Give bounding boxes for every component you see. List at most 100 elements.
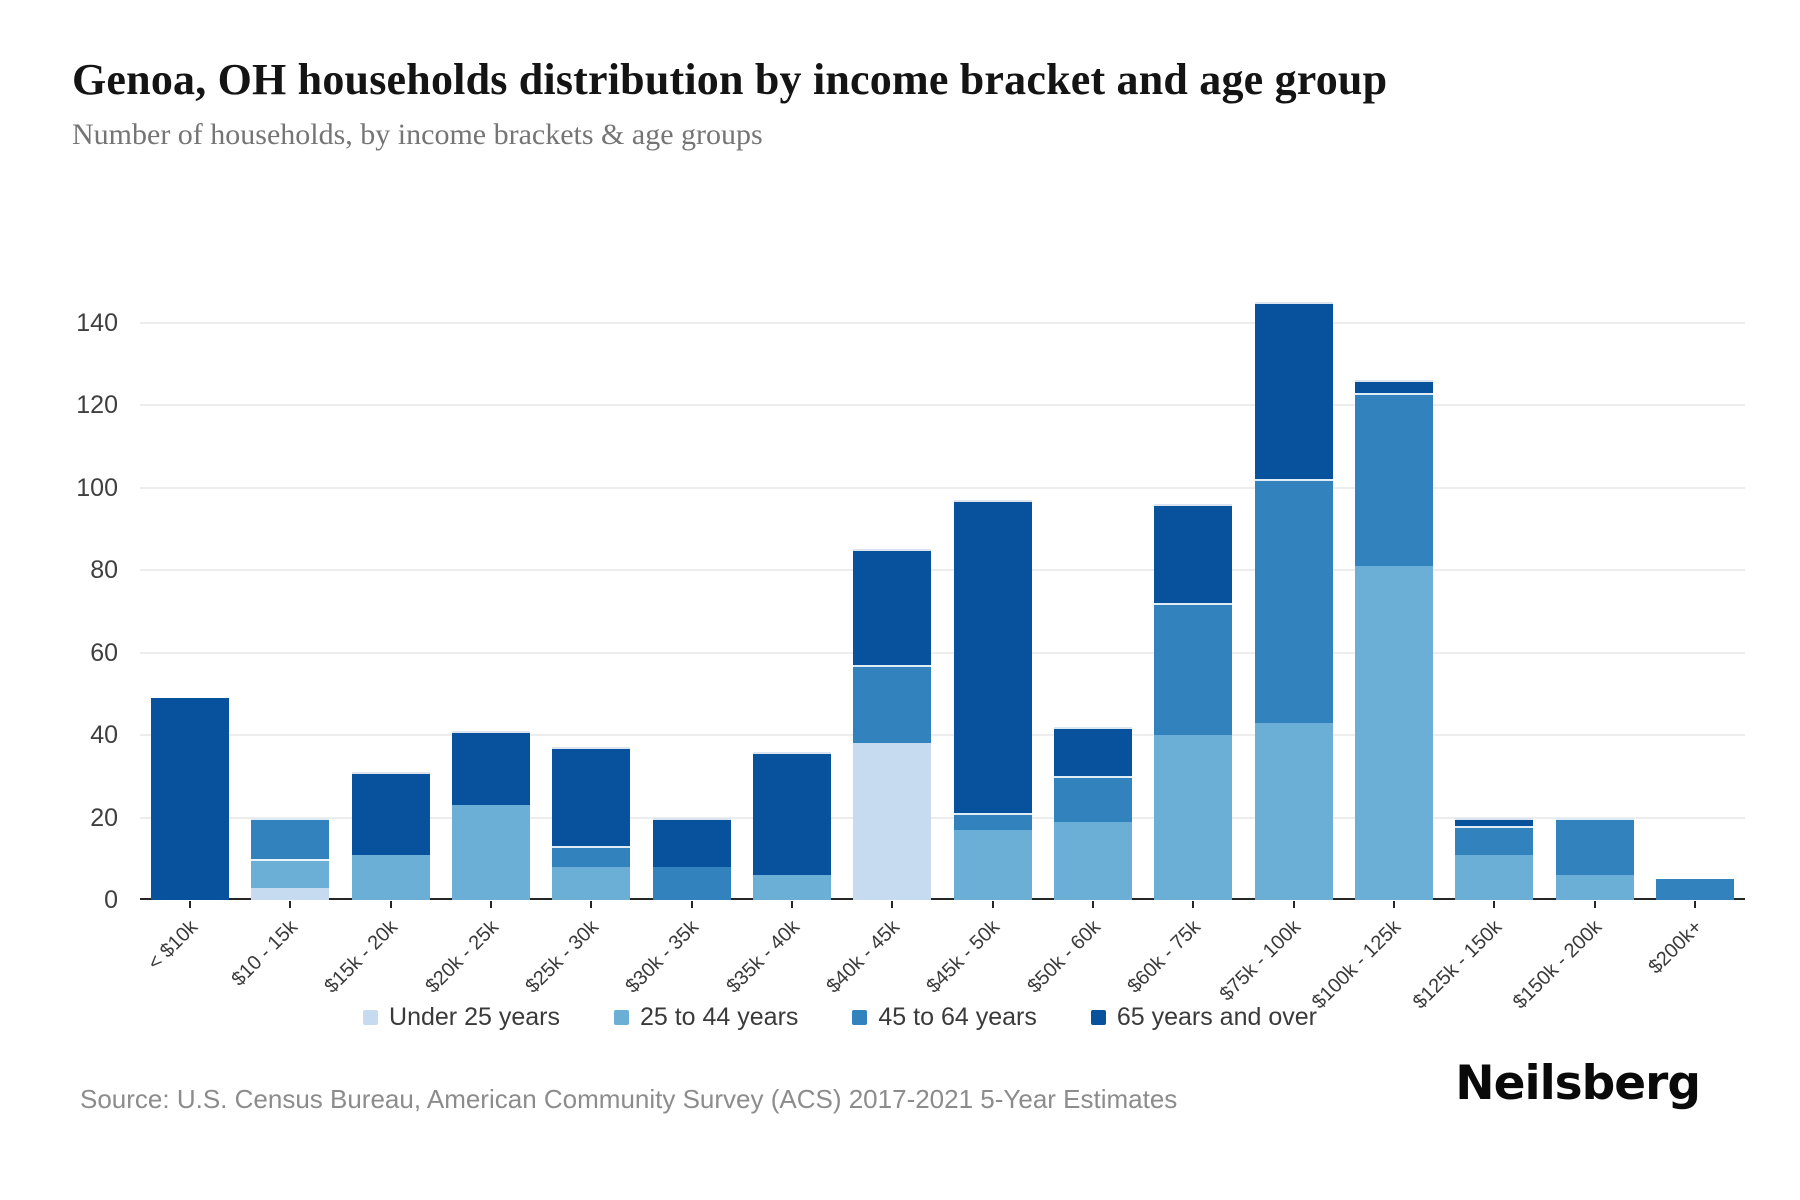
x-tick	[490, 901, 493, 908]
x-axis-line	[140, 898, 1745, 900]
segment-under-25-years[interactable]	[251, 887, 330, 900]
segment-45-to-64-years[interactable]	[1154, 603, 1233, 735]
legend-item-65-years-and-over[interactable]: 65 years and over	[1090, 1003, 1317, 1032]
segment-25-to-44-years[interactable]	[351, 854, 430, 900]
x-tick-label-$100k - 125k: $100k - 125k	[1308, 916, 1406, 1014]
legend-swatch-icon	[852, 1010, 868, 1025]
segment-65-years-and-over[interactable]	[953, 499, 1032, 814]
segment-45-to-64-years[interactable]	[1053, 776, 1132, 822]
segment-45-to-64-years[interactable]	[1555, 817, 1634, 876]
x-tick-label-$30k - 35k: $30k - 35k	[621, 916, 704, 998]
legend-label: 25 to 44 years	[639, 1003, 799, 1031]
segment-25-to-44-years[interactable]	[1555, 875, 1634, 900]
bar-$200k+	[1655, 879, 1734, 900]
legend-label: 45 to 64 years	[878, 1003, 1037, 1031]
y-tick-label-60: 60	[90, 638, 118, 667]
segment-45-to-64-years[interactable]	[1254, 479, 1333, 723]
y-tick-label-100: 100	[76, 473, 118, 502]
segment-45-to-64-years[interactable]	[1455, 825, 1534, 855]
x-tick-label-$10 - 15k: $10 - 15k	[227, 916, 303, 991]
x-tick	[590, 901, 593, 908]
x-tick-label-$20k - 25k: $20k - 25k	[421, 916, 503, 998]
x-tick	[891, 901, 894, 908]
segment-under-25-years[interactable]	[853, 743, 932, 900]
bar-$25k - 30k	[552, 747, 631, 900]
chart-title: Genoa, OH households distribution by inc…	[72, 55, 1388, 104]
segment-65-years-and-over[interactable]	[652, 817, 731, 867]
bar-< $10k	[151, 697, 230, 900]
segment-65-years-and-over[interactable]	[151, 697, 230, 900]
segment-25-to-44-years[interactable]	[1154, 735, 1233, 900]
segment-45-to-64-years[interactable]	[1655, 879, 1734, 900]
segment-65-years-and-over[interactable]	[1455, 817, 1534, 826]
segment-25-to-44-years[interactable]	[251, 858, 330, 888]
segment-25-to-44-years[interactable]	[1455, 854, 1534, 900]
segment-65-years-and-over[interactable]	[1053, 726, 1132, 777]
x-tick	[1392, 901, 1395, 908]
x-tick	[389, 901, 392, 908]
gridline-60	[140, 651, 1745, 654]
y-tick-label-40: 40	[90, 721, 118, 749]
bar-$20k - 25k	[452, 730, 531, 900]
segment-25-to-44-years[interactable]	[1053, 821, 1132, 900]
x-tick-label-$75k - 100k: $75k - 100k	[1215, 916, 1306, 1006]
segment-25-to-44-years[interactable]	[753, 875, 832, 900]
segment-45-to-64-years[interactable]	[552, 846, 631, 867]
x-tick	[1693, 901, 1696, 908]
gridline-40	[140, 734, 1745, 736]
segment-45-to-64-years[interactable]	[953, 813, 1032, 830]
gridline-120	[140, 404, 1745, 406]
x-tick-label-$25k - 30k: $25k - 30k	[521, 916, 603, 998]
legend-label: 65 years and over	[1116, 1003, 1317, 1031]
legend-label: Under 25 years	[389, 1003, 560, 1031]
segment-25-to-44-years[interactable]	[452, 805, 531, 900]
y-tick-label-20: 20	[90, 803, 118, 832]
bar-$100k - 125k	[1354, 380, 1433, 900]
x-tick-label-$200k+: $200k+	[1644, 916, 1707, 979]
y-tick-label-140: 140	[76, 308, 118, 337]
y-tick-label-80: 80	[90, 556, 118, 584]
segment-65-years-and-over[interactable]	[452, 730, 531, 806]
legend-swatch-icon	[363, 1010, 379, 1025]
x-tick	[289, 901, 292, 908]
segment-25-to-44-years[interactable]	[1254, 722, 1333, 900]
x-tick-label-$60k - 75k: $60k - 75k	[1123, 916, 1205, 998]
x-tick	[1493, 901, 1496, 908]
bar-$150k - 200k	[1555, 817, 1634, 900]
segment-25-to-44-years[interactable]	[1354, 565, 1433, 900]
x-tick-label-$150k - 200k: $150k - 200k	[1508, 916, 1607, 1014]
segment-65-years-and-over[interactable]	[552, 747, 631, 847]
segment-65-years-and-over[interactable]	[351, 772, 430, 855]
legend-item-under-25-years[interactable]: Under 25 years	[363, 1003, 560, 1032]
x-tick	[1091, 901, 1094, 908]
segment-25-to-44-years[interactable]	[953, 829, 1032, 900]
segment-65-years-and-over[interactable]	[1254, 301, 1333, 480]
segment-45-to-64-years[interactable]	[853, 664, 932, 744]
gridline-80	[140, 569, 1745, 571]
segment-65-years-and-over[interactable]	[753, 751, 832, 876]
legend-swatch-icon	[1090, 1010, 1106, 1025]
segment-65-years-and-over[interactable]	[853, 549, 932, 665]
segment-65-years-and-over[interactable]	[1154, 504, 1233, 603]
bar-$60k - 75k	[1154, 504, 1233, 900]
legend-item-45-to-64-years[interactable]: 45 to 64 years	[852, 1003, 1037, 1032]
x-tick	[690, 901, 693, 908]
x-tick	[189, 901, 192, 908]
bar-$10 - 15k	[251, 817, 330, 900]
neilsberg-logo: Neilsberg	[1455, 1056, 1701, 1111]
bar-$40k - 45k	[853, 549, 932, 900]
gridline-20	[140, 816, 1745, 819]
segment-25-to-44-years[interactable]	[552, 867, 631, 900]
x-tick-label-$40k - 45k: $40k - 45k	[822, 916, 904, 998]
x-tick	[991, 901, 994, 908]
chart-legend: Under 25 years 25 to 44 years 45 to 64 yea…	[0, 1003, 1680, 1032]
legend-item-25-to-44-years[interactable]: 25 to 44 years	[613, 1003, 799, 1032]
legend-swatch-icon	[613, 1010, 629, 1025]
x-tick-label-$15k - 20k: $15k - 20k	[320, 916, 403, 998]
segment-65-years-and-over[interactable]	[1354, 380, 1433, 393]
x-tick	[791, 901, 794, 908]
segment-45-to-64-years[interactable]	[652, 867, 731, 900]
segment-45-to-64-years[interactable]	[251, 817, 330, 859]
segment-45-to-64-years[interactable]	[1354, 392, 1433, 566]
